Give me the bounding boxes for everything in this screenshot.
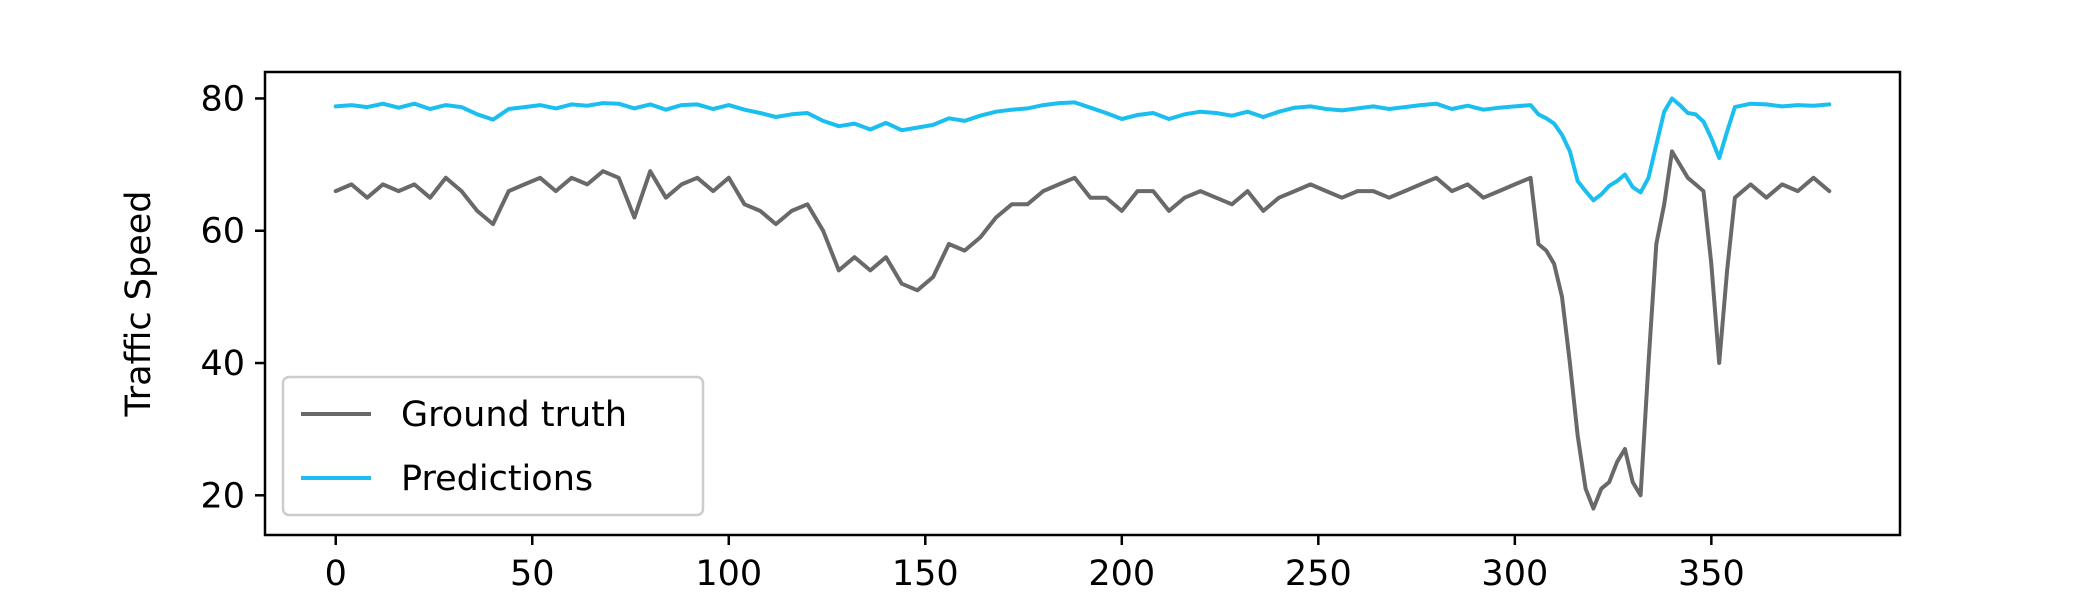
x-tick-label: 100 — [695, 554, 762, 594]
x-tick-label: 300 — [1481, 554, 1548, 594]
y-tick-label: 40 — [200, 344, 245, 384]
series-group — [333, 96, 1832, 511]
x-tick-label: 350 — [1678, 554, 1745, 594]
x-tick-label: 50 — [510, 554, 555, 594]
y-tick-label: 60 — [200, 212, 245, 252]
x-tick-label: 250 — [1285, 554, 1352, 594]
legend: Ground truth Predictions — [281, 375, 705, 517]
x-tick-label: 200 — [1088, 554, 1155, 594]
x-tick-label: 150 — [892, 554, 959, 594]
series-line-predictions — [333, 96, 1832, 203]
y-axis: 20 40 60 80 — [200, 79, 265, 516]
plot-area — [263, 70, 1902, 537]
legend-label: Predictions — [401, 459, 593, 499]
x-tick-label: 0 — [325, 554, 347, 594]
y-axis-title: Traffic Speed — [119, 191, 159, 418]
series-line-ground-truth — [333, 149, 1832, 511]
legend-label: Ground truth — [401, 395, 627, 435]
y-tick-label: 20 — [200, 476, 245, 516]
legend-box — [281, 375, 705, 517]
x-axis: 0 50 100 150 200 250 300 350 — [325, 535, 1745, 594]
y-tick-label: 80 — [200, 79, 245, 119]
